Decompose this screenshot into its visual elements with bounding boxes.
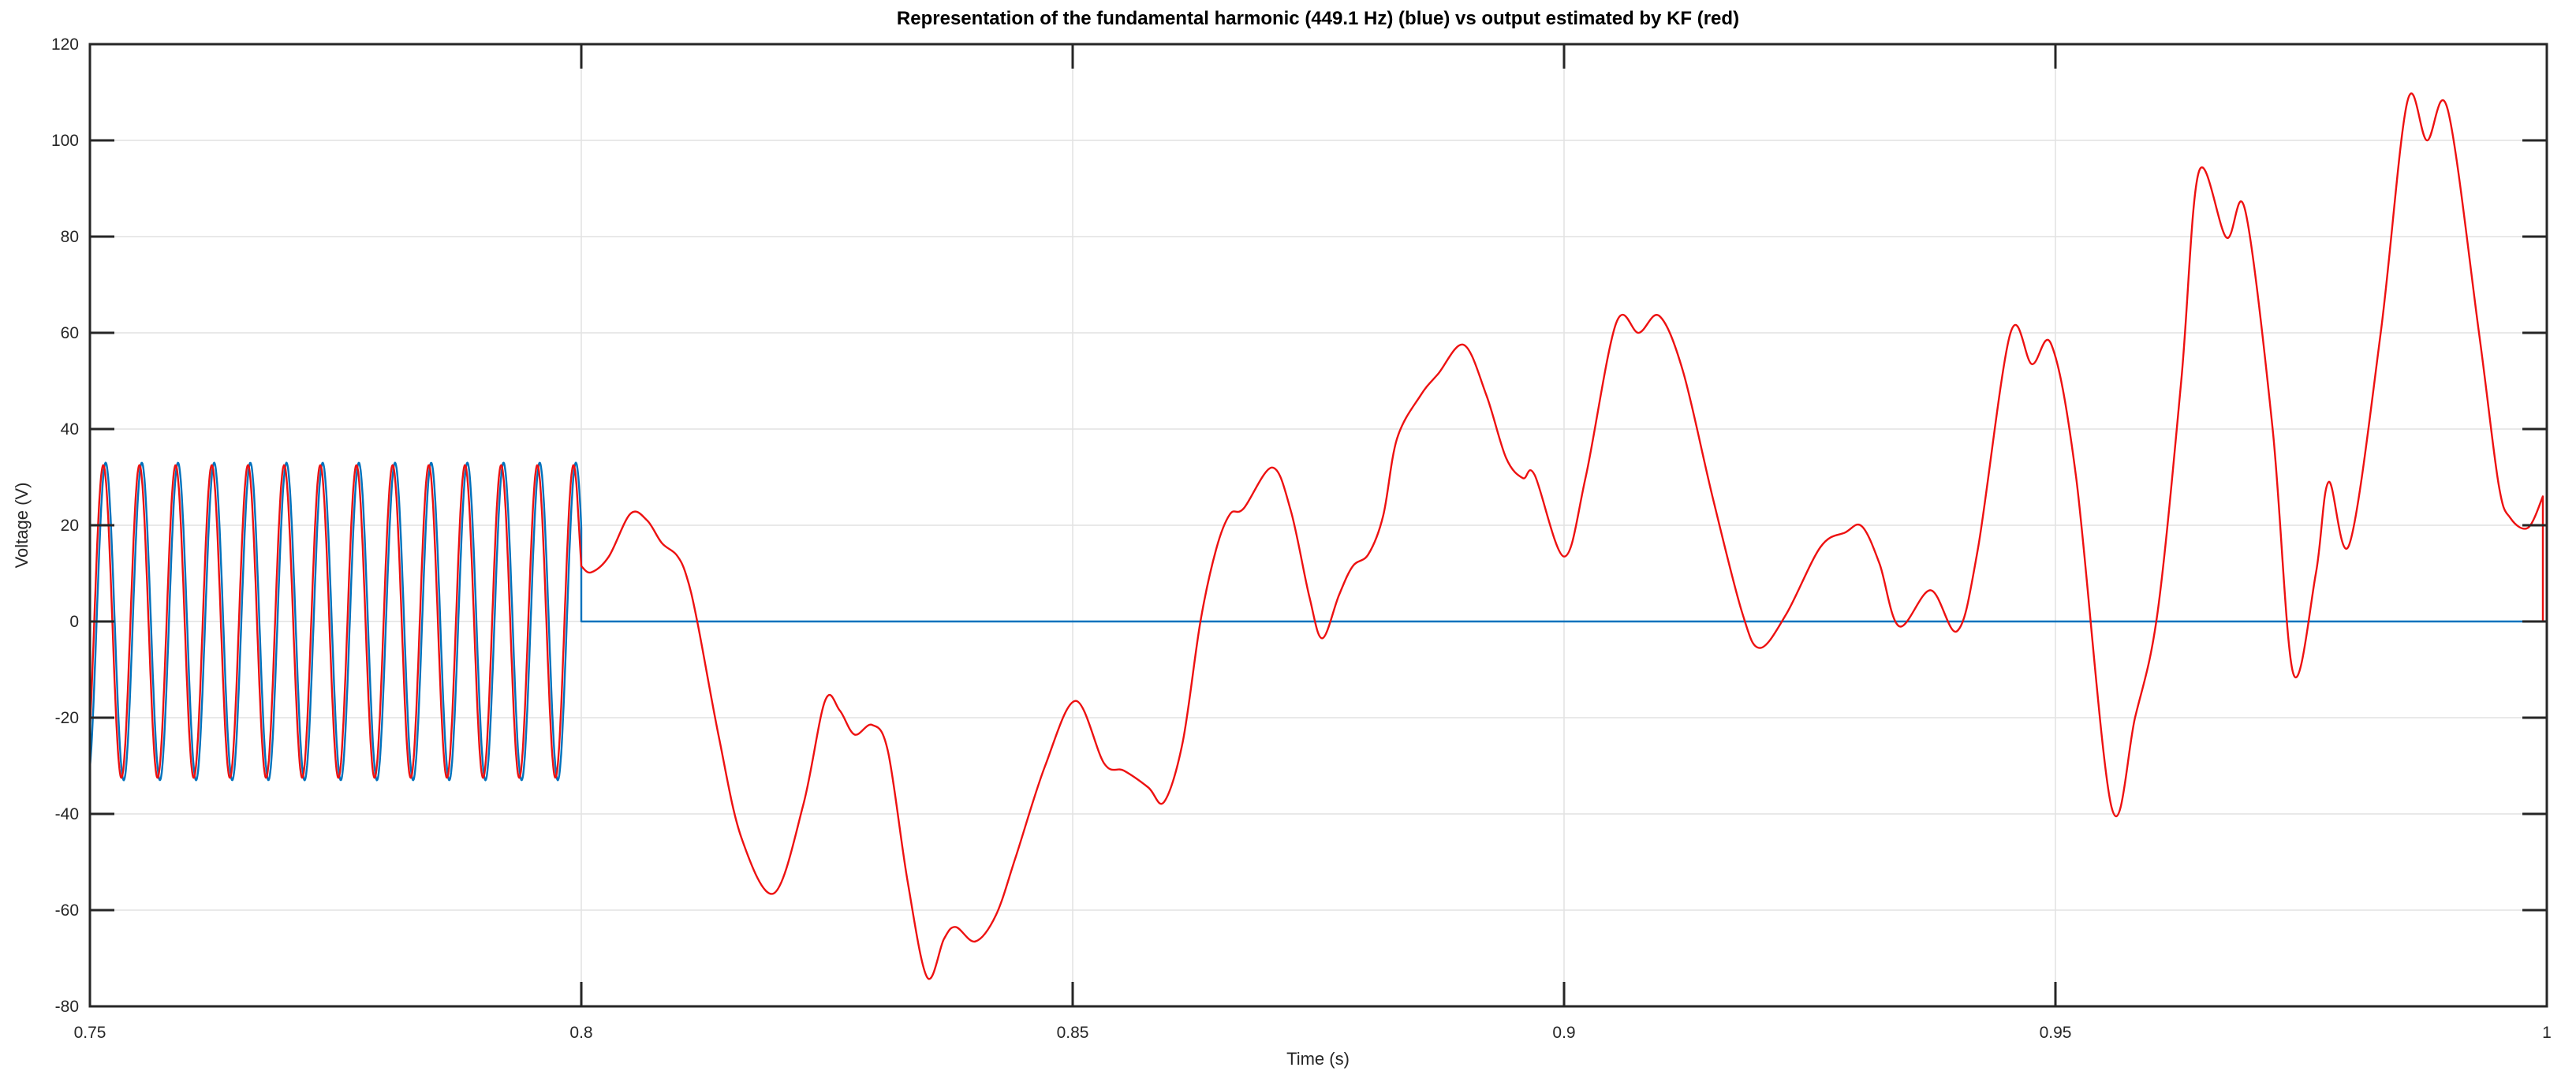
y-tick-label: 80	[61, 228, 79, 246]
y-tick-label: 20	[61, 517, 79, 535]
y-tick-label: 60	[61, 324, 79, 342]
series-fundamental-harmonic	[88, 461, 2547, 782]
x-axis-label: Time (s)	[1286, 1049, 1350, 1069]
y-tick-label: 40	[61, 420, 79, 439]
x-tick-label: 0.8	[569, 1024, 592, 1042]
y-tick-label: -20	[55, 709, 79, 727]
y-tick-label: 0	[69, 613, 79, 631]
y-tick-label: -80	[55, 998, 79, 1016]
x-tick-label: 0.75	[74, 1024, 106, 1042]
x-tick-label: 0.95	[2040, 1024, 2072, 1042]
series-kf-estimate	[88, 92, 2544, 980]
y-axis-label: Voltage (V)	[12, 482, 32, 569]
x-tick-label: 0.9	[1552, 1024, 1575, 1042]
y-tick-label: -60	[55, 901, 79, 920]
y-tick-label: 100	[51, 132, 79, 150]
y-tick-label: 120	[51, 35, 79, 54]
chart-title: Representation of the fundamental harmon…	[896, 8, 1740, 29]
y-tick-label: -40	[55, 805, 79, 823]
x-tick-label: 0.85	[1057, 1024, 1089, 1042]
x-tick-label: 1	[2542, 1024, 2552, 1042]
